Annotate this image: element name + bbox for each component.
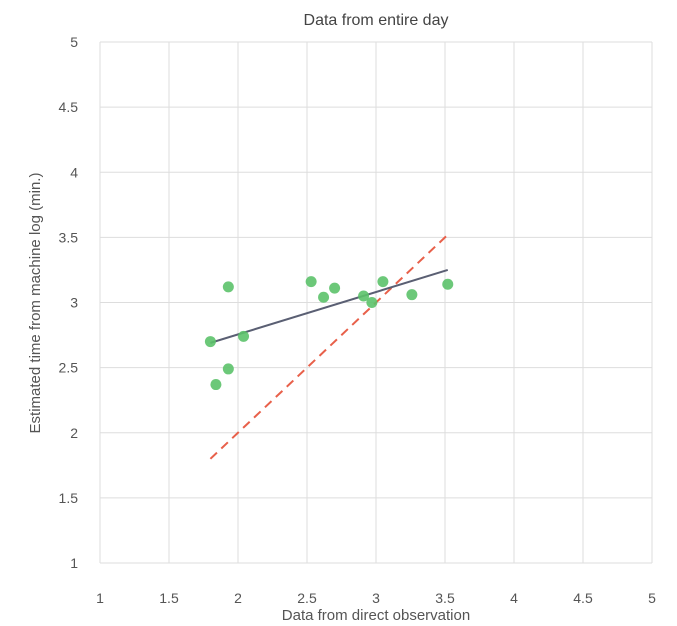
data-point xyxy=(442,278,454,290)
x-tick-labels: 1 1.5 2 2.5 3 3.5 4 4.5 5 xyxy=(96,590,656,606)
data-point xyxy=(204,336,216,348)
data-points xyxy=(204,276,454,391)
x-axis-title: Data from direct observation xyxy=(282,607,470,624)
x-tick-label: 4 xyxy=(510,590,518,606)
y-tick-label: 1 xyxy=(70,555,78,571)
y-axis-title: Estimated time from machine log (min.) xyxy=(27,173,44,434)
y-tick-label: 5 xyxy=(70,34,78,50)
data-point xyxy=(305,276,317,288)
x-tick-label: 2 xyxy=(234,590,242,606)
x-tick-label: 1 xyxy=(96,590,104,606)
identity-line xyxy=(209,234,449,460)
y-tick-label: 1.5 xyxy=(59,490,79,506)
y-tick-label: 3.5 xyxy=(59,229,79,245)
data-point xyxy=(406,289,418,301)
data-point xyxy=(318,291,330,303)
data-point xyxy=(222,281,234,293)
y-tick-label: 3 xyxy=(70,295,78,311)
x-tick-label: 5 xyxy=(648,590,656,606)
y-tick-labels: 1 1.5 2 2.5 3 3.5 4 4.5 5 xyxy=(59,34,79,571)
y-tick-label: 2.5 xyxy=(59,360,79,376)
x-tick-label: 3.5 xyxy=(435,590,455,606)
data-point xyxy=(377,276,389,288)
data-point xyxy=(238,330,250,342)
x-tick-label: 1.5 xyxy=(159,590,179,606)
y-tick-label: 2 xyxy=(70,425,78,441)
data-point xyxy=(329,282,341,294)
y-tick-label: 4 xyxy=(70,164,78,180)
data-point xyxy=(358,290,370,302)
chart-title: Data from entire day xyxy=(304,12,449,29)
x-tick-label: 4.5 xyxy=(573,590,593,606)
data-point xyxy=(366,297,378,308)
x-tick-label: 2.5 xyxy=(297,590,317,606)
fit-line xyxy=(210,268,449,344)
y-tick-label: 4.5 xyxy=(59,99,79,115)
x-tick-label: 3 xyxy=(372,590,380,606)
data-point xyxy=(222,363,234,375)
data-point xyxy=(210,379,222,391)
lines xyxy=(209,234,449,460)
